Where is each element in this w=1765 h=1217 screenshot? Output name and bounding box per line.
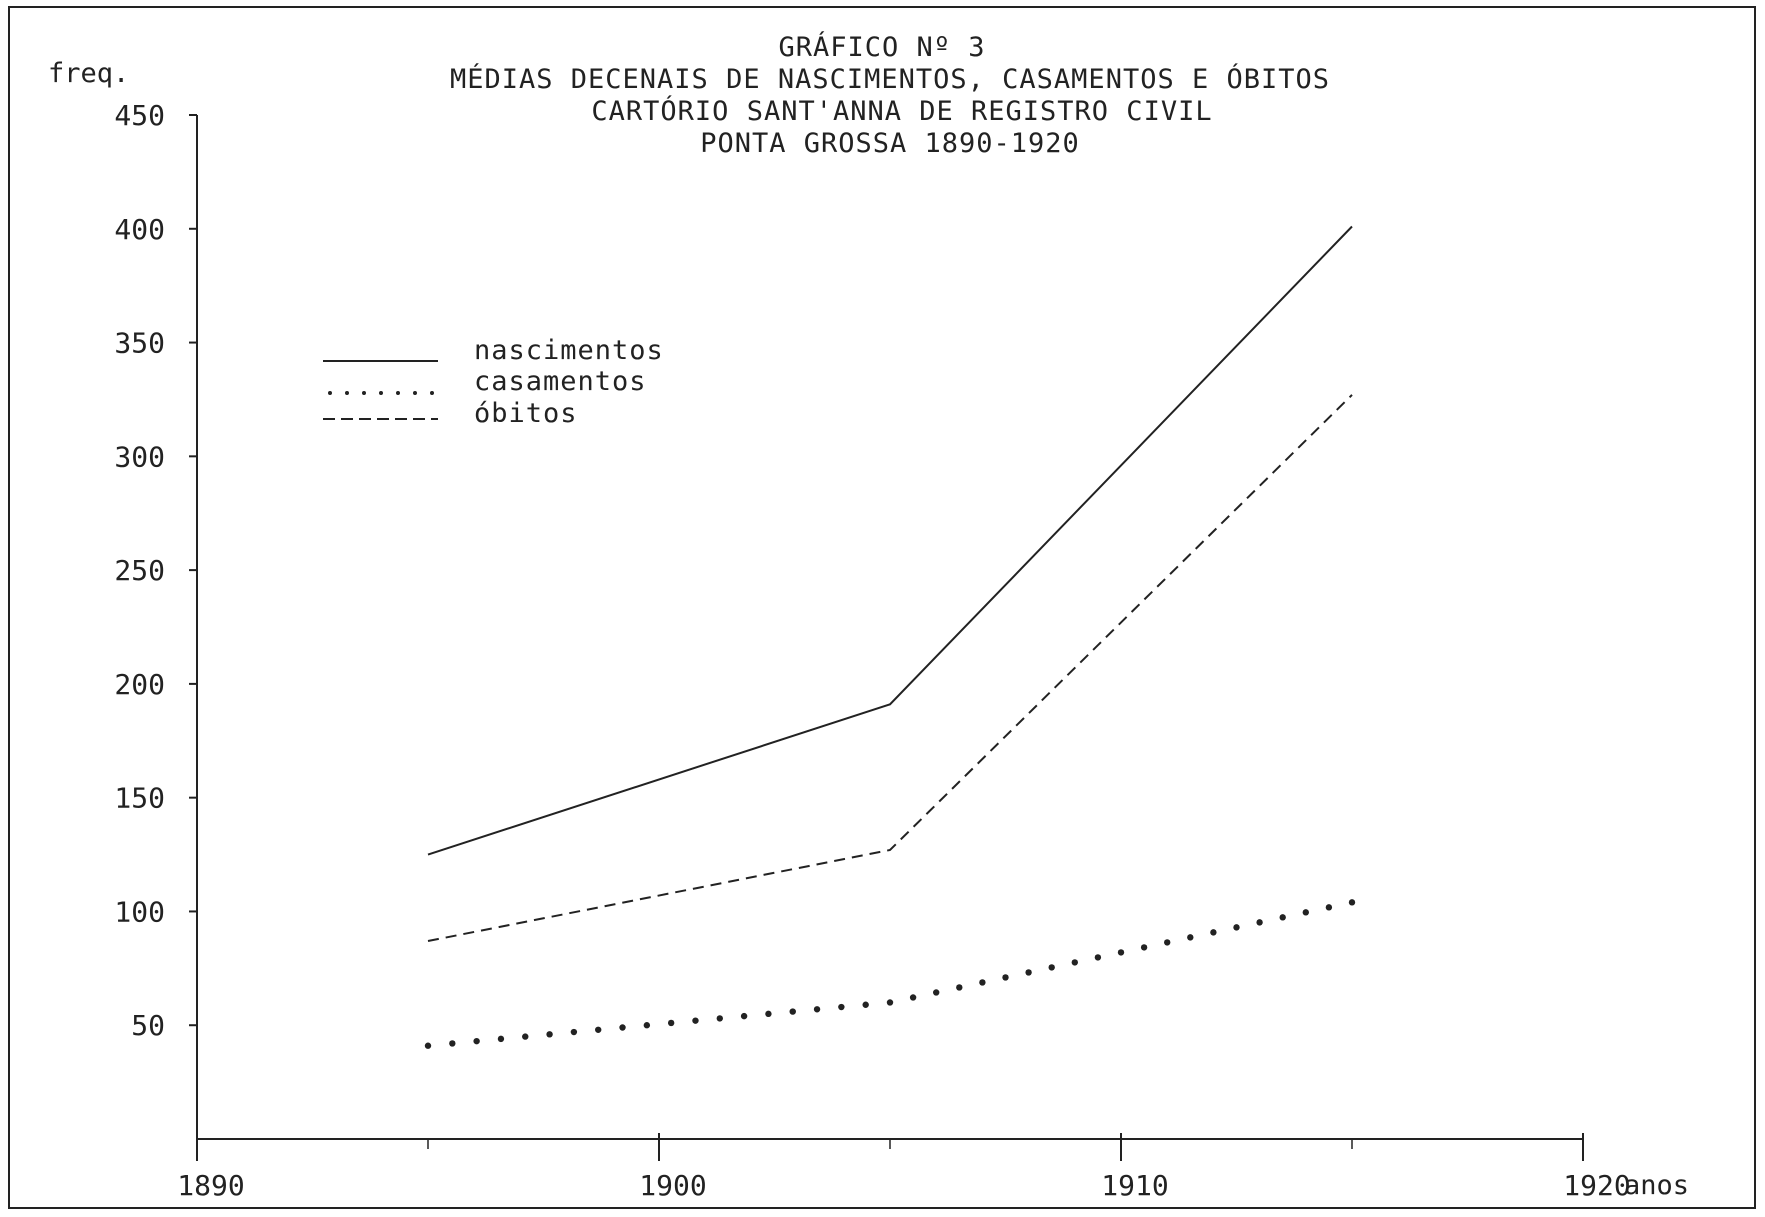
series-casamentos-dot: [979, 979, 986, 986]
y-axis-label: freq.: [48, 58, 129, 89]
series-casamentos-dot: [1256, 919, 1263, 926]
series-casamentos-dot: [570, 1028, 578, 1036]
series-casamentos-dot: [1071, 959, 1079, 966]
series-casamentos-dot: [716, 1015, 723, 1022]
y-tick-label-200: 200: [114, 668, 165, 701]
axes: 50 100 150 200 250 300 350 400 450 1890 1900 1910 19…: [114, 99, 1630, 1202]
chart-title-line-1: GRÁFICO Nº 3: [778, 31, 985, 63]
series-casamentos-dot: [862, 1001, 869, 1008]
series-casamentos-dot: [1210, 929, 1217, 936]
series-casamentos-dot: [546, 1031, 553, 1038]
series-nascimentos-line: [427, 225, 1353, 856]
series-casamentos-dot: [1164, 939, 1171, 946]
series-casamentos-dot: [497, 1035, 505, 1043]
legend-label-nascimentos: nascimentos: [474, 335, 664, 366]
x-axis-label: anos: [1624, 1170, 1689, 1201]
series-casamentos-dot: [1094, 954, 1102, 961]
series-casamentos-dot: [1302, 909, 1310, 916]
series-casamentos-dot: [789, 1008, 796, 1015]
series-casamentos-dot: [643, 1022, 651, 1029]
series-casamentos-dot: [1348, 899, 1356, 906]
series-casamentos-dot: [909, 994, 917, 1001]
legend: nascimentos casamentos óbitos: [323, 335, 664, 429]
series-casamentos-dot: [838, 1003, 845, 1011]
series-casamentos-dot: [595, 1026, 602, 1033]
series-casamentos-dot: [933, 989, 940, 996]
series-casamentos-dot: [886, 999, 894, 1006]
series-obitos-line: [427, 394, 1353, 943]
series-casamentos-dot: [956, 984, 963, 991]
y-tick-label-400: 400: [114, 213, 165, 246]
x-tick-label-1890: 1890: [177, 1169, 244, 1202]
series-casamentos-dot: [619, 1024, 626, 1031]
chart-frame: [8, 6, 1756, 1209]
series-casamentos-dot: [765, 1010, 772, 1018]
legend-label-obitos: óbitos: [474, 398, 578, 429]
series-casamentos-dot: [740, 1012, 748, 1020]
series-casamentos-dot: [813, 1006, 821, 1013]
series-casamentos-dot: [1279, 914, 1286, 921]
y-tick-label-450: 450: [114, 99, 165, 132]
y-tick-label-300: 300: [114, 440, 165, 473]
series-casamentos-dot: [1117, 949, 1125, 956]
x-tick-label-1920: 1920: [1563, 1169, 1630, 1202]
series-casamentos-dot: [1140, 944, 1148, 951]
chart-title-line-2: MÉDIAS DECENAIS DE NASCIMENTOS, CASAMENT…: [450, 63, 1330, 95]
y-tick-label-100: 100: [114, 895, 165, 928]
series-casamentos-dot: [1187, 934, 1194, 941]
series-casamentos-dot: [473, 1037, 480, 1045]
y-tick-label-50: 50: [131, 1009, 165, 1042]
series-casamentos-dot: [1233, 924, 1240, 931]
series-casamentos-dot: [667, 1019, 675, 1027]
series-casamentos-dot: [1048, 964, 1055, 971]
series-casamentos-dot: [1025, 969, 1032, 976]
chart-title-line-3: CARTÓRIO SANT'ANNA DE REGISTRO CIVIL: [591, 95, 1212, 127]
series-casamentos-dot: [449, 1040, 456, 1047]
x-tick-label-1910: 1910: [1101, 1169, 1168, 1202]
series-casamentos-dot: [692, 1017, 699, 1024]
series-casamentos-dot: [522, 1033, 529, 1040]
legend-label-casamentos: casamentos: [474, 366, 647, 397]
series-casamentos-dot: [1002, 974, 1009, 981]
y-tick-label-250: 250: [114, 554, 165, 587]
series-casamentos-dot: [424, 1042, 432, 1049]
series-casamentos-dot: [1325, 904, 1333, 911]
chart-title-line-4: PONTA GROSSA 1890-1920: [700, 128, 1080, 159]
y-tick-label-150: 150: [114, 782, 165, 815]
x-tick-label-1900: 1900: [639, 1169, 706, 1202]
plot-area: [424, 225, 1356, 1049]
y-tick-label-350: 350: [114, 327, 165, 360]
